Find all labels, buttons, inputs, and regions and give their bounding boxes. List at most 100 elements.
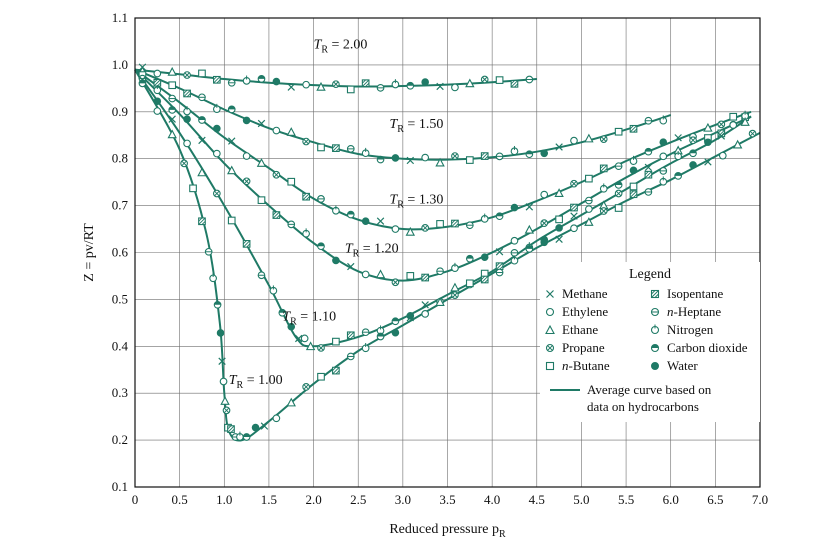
data-point-hatch <box>481 275 489 284</box>
data-point-half <box>168 106 176 110</box>
data-point-circle <box>361 270 370 279</box>
data-point-square <box>406 272 415 280</box>
data-point-cross <box>436 82 444 91</box>
y-tick-label: 0.3 <box>112 385 128 400</box>
data-point-dot <box>421 78 429 86</box>
data-point-triangle <box>316 81 326 91</box>
x-axis-label: Reduced pressure pR <box>389 522 506 540</box>
data-point-circle <box>510 236 519 245</box>
curve-label-tr-3: TR = 1.30 <box>389 192 443 210</box>
data-point-half <box>317 242 325 247</box>
curve-tr-6 <box>134 69 761 442</box>
legend-item-label: n-Butane <box>562 358 610 373</box>
data-point-dot <box>689 161 697 169</box>
curve-label-value: = 1.10 <box>297 310 336 325</box>
data-point-x <box>303 384 309 390</box>
data-point-hatch <box>227 425 235 433</box>
data-point-cross <box>138 75 147 84</box>
data-point-half <box>243 433 250 437</box>
data-point-triangle <box>554 188 564 197</box>
markers-tr-4 <box>138 74 749 287</box>
legend-item-label: Carbon dioxide <box>667 340 748 355</box>
data-point-cross <box>555 235 563 244</box>
legend-item-name: Carbon dioxide <box>667 340 748 355</box>
data-point-triangle <box>584 217 594 226</box>
data-point-dot <box>251 423 260 432</box>
data-point-cross <box>704 158 712 166</box>
curve-label-value: = 1.50 <box>404 117 443 132</box>
data-point-x <box>601 208 607 214</box>
x-tick-labels: 0 0.5 1.0 1.5 2.0 2.5 3.0 3.5 4.0 4.5 5.0 5.5 6.0 6.5… <box>132 492 768 507</box>
curve-label-tr-1: TR = 2.00 <box>314 37 368 55</box>
data-point-triangle <box>375 269 386 279</box>
legend-item: Water <box>651 358 698 373</box>
y-tick-labels: 0.1 0.2 0.3 0.4 0.5 0.6 0.7 0.8 0.9 1.0 1.1 <box>112 10 129 494</box>
data-point-circle <box>659 152 668 161</box>
data-point-half <box>377 156 384 160</box>
data-point-cross <box>347 262 355 271</box>
data-point-cross <box>644 163 653 172</box>
legend-item-label: Methane <box>562 286 608 301</box>
curve-label-sub: R <box>237 380 244 391</box>
legend-item-prefix: n- <box>667 304 678 319</box>
data-point-square <box>614 127 623 136</box>
legend-item-name: Methane <box>562 286 608 301</box>
data-point-triangle <box>167 66 177 76</box>
data-point-cross <box>406 156 415 165</box>
data-point-x <box>223 407 230 414</box>
x-tick-label: 5.5 <box>618 492 634 507</box>
data-point-circle <box>242 152 251 160</box>
data-point-cross <box>260 422 269 430</box>
data-point-cross <box>294 334 303 343</box>
y-tick-label: 0.5 <box>112 291 128 306</box>
data-point-square <box>629 182 638 191</box>
data-point-triangle <box>286 127 296 136</box>
data-point-x <box>541 220 547 226</box>
legend-item-name: Ethane <box>562 322 598 337</box>
legend-item-label: Ethylene <box>562 304 608 319</box>
data-point-x <box>303 138 309 145</box>
data-point-x <box>181 160 187 167</box>
data-point-triangle <box>227 165 237 175</box>
x-axis-label-text: Reduced pressure p <box>389 522 499 537</box>
y-axis-label: Z = pv/RT <box>82 223 97 282</box>
data-point-hatch <box>213 76 221 84</box>
markers-tr-6 <box>138 75 757 441</box>
data-point-cross <box>406 313 415 322</box>
legend-item-name: Water <box>667 358 698 373</box>
curve-label-sub: R <box>290 317 297 328</box>
data-point-half <box>228 106 236 110</box>
data-point-dot <box>391 154 400 162</box>
data-point-square <box>346 85 355 94</box>
data-point-square <box>585 174 593 183</box>
data-point-x <box>718 121 724 128</box>
data-point-circle <box>585 205 593 213</box>
data-point-dot <box>540 149 549 158</box>
curve-label-sub: R <box>397 124 404 135</box>
y-tick-label: 0.6 <box>112 245 129 260</box>
data-point-half <box>496 212 503 217</box>
legend-item: Nitrogen <box>650 322 714 337</box>
data-point-half <box>540 236 548 240</box>
legend-curve-label-1: Average curve based on <box>587 382 712 397</box>
data-point-x <box>749 130 756 137</box>
curve-label-t: T <box>282 310 291 325</box>
data-point-hatch <box>510 80 519 88</box>
data-point-dot <box>242 116 251 125</box>
data-point-triangle <box>740 117 750 126</box>
data-point-square <box>189 184 197 193</box>
data-point-x <box>482 76 488 83</box>
x-tick-label: 5.0 <box>573 492 589 507</box>
data-point-half <box>674 172 682 176</box>
data-point-hatch <box>570 203 578 212</box>
legend-item: Ethylene <box>545 304 608 319</box>
data-point-circle <box>421 153 430 162</box>
legend-swatch-circle <box>545 307 555 317</box>
x-tick-label: 1.5 <box>261 492 277 507</box>
data-point-half <box>279 309 286 313</box>
data-point-hatch <box>629 190 638 198</box>
data-point-dot <box>332 256 340 265</box>
curve-label-sub: R <box>353 249 360 260</box>
data-point-circle <box>451 83 459 92</box>
